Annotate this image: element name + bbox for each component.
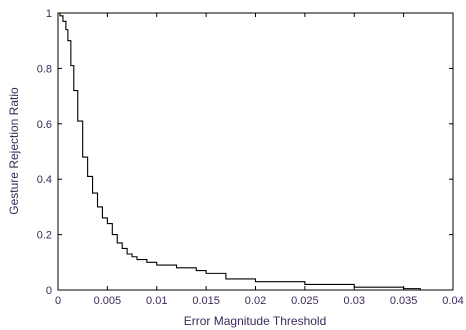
x-tick-label: 0: [55, 295, 61, 307]
x-tick-label: 0.04: [442, 295, 463, 307]
x-tick-label: 0.02: [245, 295, 266, 307]
y-tick-label: 0: [46, 285, 52, 297]
plot-area: [57, 12, 454, 291]
y-tick-label: 0.6: [37, 119, 52, 131]
series-group: [58, 12, 421, 290]
y-tick-label: 0.4: [37, 174, 52, 186]
y-tick-label: 0.2: [37, 230, 52, 242]
x-tick-label: 0.01: [146, 295, 167, 307]
y-tick-label: 0.8: [37, 63, 52, 75]
x-tick-label: 0.025: [291, 295, 319, 307]
x-tick-label: 0.035: [390, 295, 418, 307]
x-tick-label: 0.015: [192, 295, 220, 307]
series-line-0: [58, 12, 421, 290]
x-tick-label: 0.03: [344, 295, 365, 307]
x-axis-label: Error Magnitude Threshold: [184, 314, 327, 328]
y-axis-label: Gesture Rejection Ratio: [7, 87, 21, 215]
x-axis-ticks: 0 0.005 0.01 0.015 0.02 0.025 0.03 0.035 0.04: [55, 13, 464, 307]
x-tick-label: 0.005: [94, 295, 122, 307]
y-axis-ticks: 0 0.2 0.4 0.6 0.8 1: [37, 8, 453, 297]
y-tick-label: 1: [46, 8, 52, 20]
